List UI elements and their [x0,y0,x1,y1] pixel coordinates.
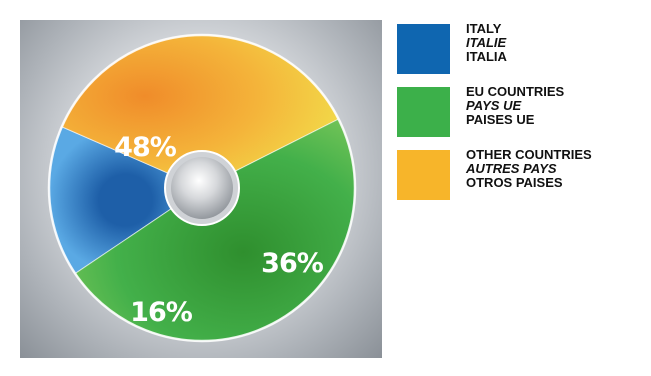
legend-other-es: OTROS PAISES [466,175,563,190]
legend-swatch-italy [397,24,450,74]
legend-text-other: OTHER COUNTRIES AUTRES PAYS OTROS PAISES [466,148,592,190]
legend-swatch-other [397,150,450,200]
pie-chart: 16% 36% 48% [47,33,357,343]
legend-eu-es: PAISES UE [466,112,535,127]
pct-label-italy: 16% [130,297,193,328]
legend-item-eu: EU COUNTRIES PAYS UE PAISES UE [397,85,647,143]
legend-other-fr: AUTRES PAYS [466,161,557,176]
legend-text-eu: EU COUNTRIES PAYS UE PAISES UE [466,85,564,127]
pie-hub [171,157,233,219]
legend-text-italy: ITALY ITALIE ITALIA [466,22,507,64]
legend-item-other: OTHER COUNTRIES AUTRES PAYS OTROS PAISES [397,148,647,206]
legend-italy-fr: ITALIE [466,35,507,50]
pct-label-other: 36% [261,248,324,279]
chart-panel: 16% 36% 48% [20,20,382,358]
legend-eu-en: EU COUNTRIES [466,84,565,99]
legend-eu-fr: PAYS UE [466,98,522,113]
legend-italy-es: ITALIA [466,49,507,64]
pie-rim [47,33,357,343]
legend-swatch-eu [397,87,450,137]
legend-italy-en: ITALY [466,21,502,36]
legend-other-en: OTHER COUNTRIES [466,147,592,162]
pct-label-eu: 48% [114,132,177,163]
legend-item-italy: ITALY ITALIE ITALIA [397,22,647,80]
